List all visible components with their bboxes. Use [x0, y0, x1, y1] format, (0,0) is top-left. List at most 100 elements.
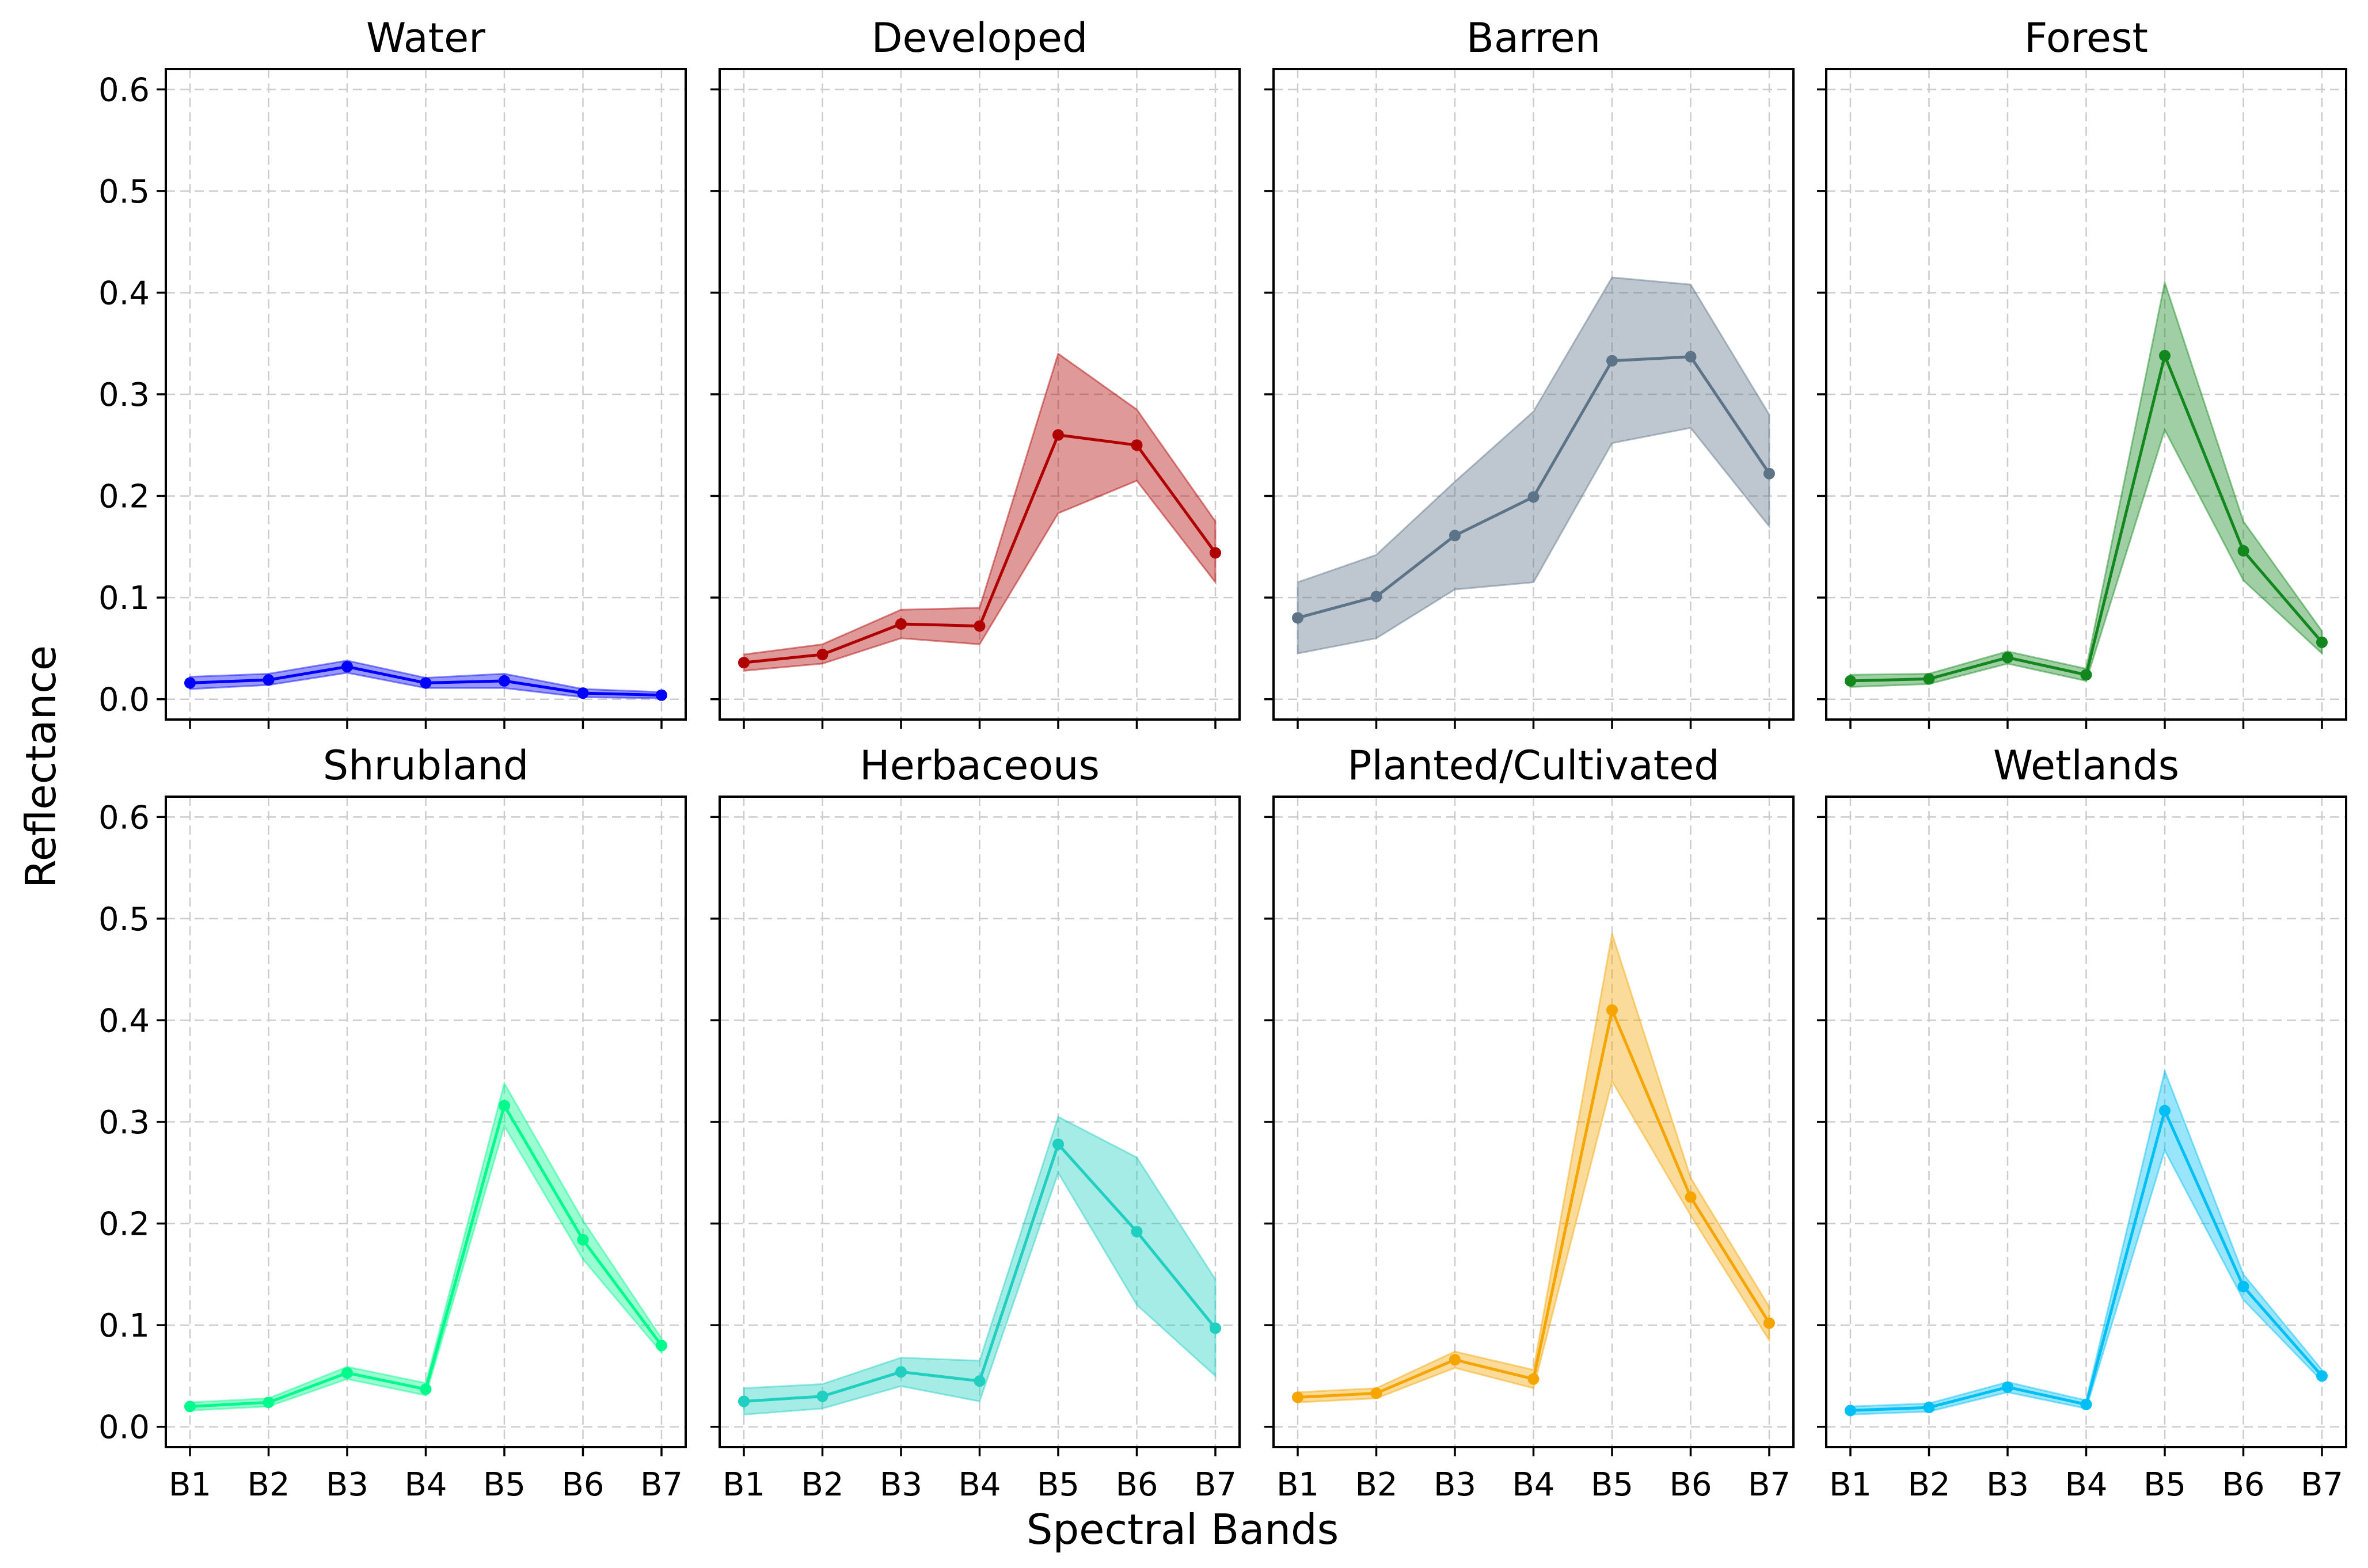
point-forest-b4 — [2080, 669, 2092, 681]
point-water-b1 — [184, 677, 196, 689]
point-barren-b5 — [1606, 355, 1618, 367]
panel-title-forest: Forest — [2024, 14, 2148, 62]
point-planted-cultivated-b3 — [1449, 1354, 1461, 1366]
y-axis-label: Reflectance — [17, 645, 65, 888]
y-tick-label: 0.1 — [98, 580, 150, 617]
y-tick-label: 0.3 — [98, 376, 150, 414]
y-tick-label: 0.6 — [98, 799, 150, 836]
point-forest-b3 — [2002, 652, 2013, 664]
x-tick-label-b4: B4 — [958, 1466, 1001, 1504]
x-axis-label: Spectral Bands — [1027, 1505, 1339, 1554]
panel-title-planted-cultivated: Planted/Cultivated — [1347, 742, 1719, 789]
point-wetlands-b3 — [2002, 1381, 2013, 1393]
panel-herbaceous: B1 B2 B3 B4 B5 B6 B7 Herbaceous — [710, 742, 1241, 1504]
point-forest-b1 — [1845, 675, 1856, 687]
point-shrubland-b1 — [184, 1400, 196, 1413]
point-herbaceous-b1 — [738, 1395, 750, 1407]
x-tick-label-b3: B3 — [1434, 1466, 1476, 1504]
point-water-b4 — [420, 677, 432, 689]
point-wetlands-b2 — [1923, 1402, 1935, 1414]
point-planted-cultivated-b1 — [1292, 1391, 1303, 1403]
x-tick-label-b7: B7 — [1194, 1466, 1237, 1504]
x-tick-label-b5: B5 — [1037, 1466, 1080, 1504]
panel-title-developed: Developed — [872, 14, 1088, 62]
panel-barren: Barren — [1264, 14, 1795, 729]
point-planted-cultivated-b2 — [1370, 1387, 1382, 1399]
y-tick-label: 0.5 — [98, 901, 150, 938]
point-barren-b3 — [1449, 530, 1461, 542]
y-tick-label: 0.1 — [98, 1307, 150, 1345]
point-planted-cultivated-b6 — [1685, 1191, 1697, 1203]
point-developed-b4 — [974, 620, 986, 632]
y-tick-label: 0.0 — [98, 682, 150, 719]
point-developed-b5 — [1052, 429, 1064, 441]
point-developed-b1 — [738, 657, 750, 669]
y-tick-label: 0.6 — [98, 71, 150, 109]
panels-group: 0.0 0.1 0.2 0.3 0.4 0.5 0.6 Water Developed Barre… — [98, 14, 2347, 1504]
point-herbaceous-b5 — [1052, 1138, 1064, 1150]
point-herbaceous-b7 — [1210, 1322, 1221, 1334]
x-tick-label-b3: B3 — [1986, 1466, 2029, 1504]
x-tick-label-b1: B1 — [723, 1466, 765, 1504]
band-developed — [743, 352, 1217, 672]
panel-title-shrubland: Shrubland — [323, 742, 529, 789]
y-tick-label: 0.4 — [98, 275, 150, 312]
band-planted-cultivated — [1297, 933, 1770, 1403]
x-tick-label-b6: B6 — [1115, 1466, 1158, 1504]
x-tick-label-b7: B7 — [2301, 1466, 2343, 1504]
panel-developed: Developed — [710, 14, 1241, 729]
x-tick-label-b2: B2 — [1355, 1466, 1397, 1504]
band-forest — [1849, 279, 2323, 688]
panel-title-barren: Barren — [1466, 14, 1601, 62]
point-forest-b6 — [2237, 545, 2249, 557]
point-forest-b5 — [2159, 349, 2171, 361]
y-tick-label: 0.0 — [98, 1409, 150, 1447]
x-tick-label-b7: B7 — [1748, 1466, 1791, 1504]
point-developed-b7 — [1210, 547, 1221, 559]
x-tick-label-b1: B1 — [1829, 1466, 1872, 1504]
point-shrubland-b4 — [420, 1383, 432, 1395]
y-tick-label: 0.3 — [98, 1104, 150, 1141]
band-barren — [1297, 276, 1770, 655]
x-tick-label-b5: B5 — [1591, 1466, 1633, 1504]
point-wetlands-b4 — [2080, 1398, 2092, 1410]
point-herbaceous-b4 — [974, 1375, 986, 1387]
point-water-b5 — [499, 675, 510, 687]
point-developed-b3 — [895, 618, 907, 630]
panel-water: 0.0 0.1 0.2 0.3 0.4 0.5 0.6 Water — [98, 14, 687, 729]
point-herbaceous-b2 — [816, 1390, 828, 1402]
panel-planted-cultivated: B1 B2 B3 B4 B5 B6 B7 Planted/Cultivated — [1264, 742, 1795, 1504]
x-tick-label-b6: B6 — [2222, 1466, 2264, 1504]
point-water-b6 — [577, 687, 589, 699]
point-wetlands-b5 — [2159, 1105, 2171, 1117]
point-developed-b6 — [1131, 439, 1143, 451]
x-tick-label-b2: B2 — [801, 1466, 843, 1504]
point-shrubland-b7 — [656, 1339, 667, 1352]
point-water-b7 — [656, 689, 667, 701]
point-shrubland-b6 — [577, 1234, 589, 1246]
y-tick-label: 0.2 — [98, 1206, 150, 1243]
point-planted-cultivated-b4 — [1527, 1373, 1540, 1385]
x-tick-label-b3: B3 — [326, 1466, 368, 1504]
x-tick-label-b2: B2 — [247, 1466, 290, 1504]
point-planted-cultivated-b5 — [1606, 1004, 1618, 1016]
panel-title-water: Water — [366, 14, 485, 62]
point-barren-b4 — [1527, 491, 1540, 503]
point-barren-b7 — [1763, 467, 1775, 479]
point-herbaceous-b3 — [895, 1366, 907, 1378]
y-tick-label: 0.4 — [98, 1002, 150, 1040]
x-tick-label-b1: B1 — [169, 1466, 211, 1504]
panel-wetlands: B1 B2 B3 B4 B5 B6 B7 Wetlands — [1817, 742, 2347, 1504]
x-tick-label-b4: B4 — [1512, 1466, 1554, 1504]
x-tick-label-b3: B3 — [880, 1466, 922, 1504]
point-forest-b2 — [1923, 673, 1935, 685]
x-tick-label-b7: B7 — [640, 1466, 683, 1504]
panel-shrubland: 0.0 0.1 0.2 0.3 0.4 0.5 0.6 B1 B2 B3 B4 B5 B6 B7 Shrub… — [98, 742, 687, 1504]
point-water-b2 — [263, 674, 275, 686]
x-tick-label-b5: B5 — [2143, 1466, 2186, 1504]
x-tick-label-b2: B2 — [1907, 1466, 1950, 1504]
point-developed-b2 — [816, 649, 828, 660]
band-herbaceous — [743, 1116, 1217, 1416]
point-planted-cultivated-b7 — [1763, 1317, 1775, 1329]
